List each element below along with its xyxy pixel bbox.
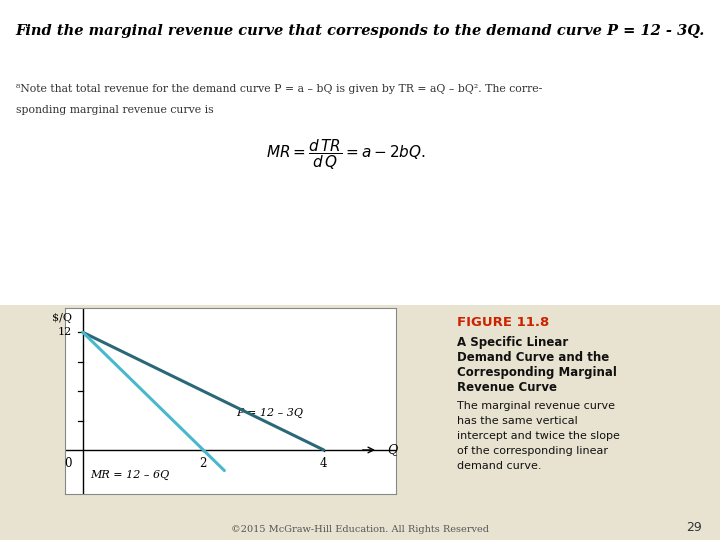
Text: 0: 0: [65, 457, 72, 470]
Text: sponding marginal revenue curve is: sponding marginal revenue curve is: [16, 105, 213, 116]
Text: P = 12 – 3Q: P = 12 – 3Q: [236, 408, 303, 418]
Text: Revenue Curve: Revenue Curve: [457, 381, 557, 394]
Text: FIGURE 11.8: FIGURE 11.8: [457, 316, 549, 329]
Text: has the same vertical: has the same vertical: [457, 416, 578, 426]
Text: The marginal revenue curve: The marginal revenue curve: [457, 401, 615, 411]
Text: intercept and twice the slope: intercept and twice the slope: [457, 431, 620, 441]
Text: $MR = \dfrac{d\,TR}{d\,Q} = a - 2bQ.$: $MR = \dfrac{d\,TR}{d\,Q} = a - 2bQ.$: [266, 138, 426, 172]
Text: ©2015 McGraw-Hill Education. All Rights Reserved: ©2015 McGraw-Hill Education. All Rights …: [231, 524, 489, 534]
Text: 2: 2: [199, 457, 207, 470]
Text: Corresponding Marginal: Corresponding Marginal: [457, 366, 617, 379]
Text: A Specific Linear: A Specific Linear: [457, 336, 569, 349]
Text: MR = 12 – 6Q: MR = 12 – 6Q: [90, 469, 169, 480]
Text: $/Q: $/Q: [52, 313, 72, 322]
Text: ⁸Note that total revenue for the demand curve P = a – bQ is given by TR = aQ – b: ⁸Note that total revenue for the demand …: [16, 84, 542, 94]
Text: 12: 12: [58, 327, 72, 338]
Text: of the corresponding linear: of the corresponding linear: [457, 446, 608, 456]
Text: Q: Q: [387, 443, 397, 456]
Text: Find the marginal revenue curve that corresponds to the demand curve P = 12 - 3Q: Find the marginal revenue curve that cor…: [16, 24, 705, 38]
Text: 29: 29: [686, 521, 702, 534]
Text: demand curve.: demand curve.: [457, 461, 541, 471]
Text: Demand Curve and the: Demand Curve and the: [457, 351, 609, 364]
Text: 4: 4: [320, 457, 328, 470]
